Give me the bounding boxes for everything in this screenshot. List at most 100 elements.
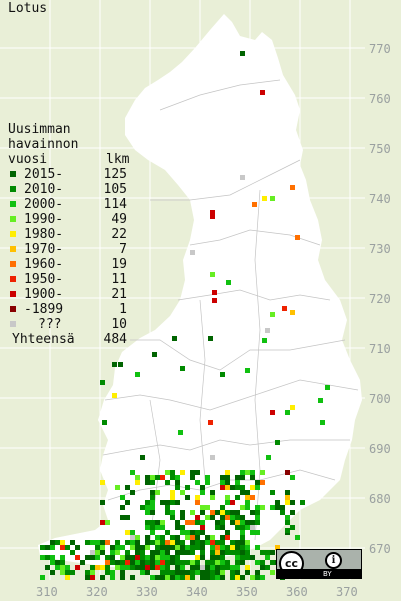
observation-square	[205, 570, 210, 575]
observation-square	[260, 550, 265, 555]
observation-square	[200, 545, 205, 550]
legend-count: 1	[119, 302, 127, 317]
observation-square	[295, 235, 300, 240]
observation-square	[266, 455, 271, 460]
observation-square	[290, 500, 295, 505]
observation-square	[240, 550, 245, 555]
observation-square	[140, 550, 145, 555]
observation-square	[205, 515, 210, 520]
x-tick-label: 330	[136, 585, 158, 599]
observation-square	[90, 575, 95, 580]
observation-square	[155, 540, 160, 545]
observation-square	[155, 535, 160, 540]
observation-square	[70, 540, 75, 545]
observation-square	[140, 455, 145, 460]
y-tick-label: 740	[369, 192, 391, 206]
observation-square	[85, 570, 90, 575]
observation-square	[255, 480, 260, 485]
observation-square	[60, 570, 65, 575]
observation-square	[150, 510, 155, 515]
observation-square	[175, 555, 180, 560]
observation-square	[85, 575, 90, 580]
y-tick-label: 730	[369, 242, 391, 256]
observation-square	[185, 550, 190, 555]
observation-square	[165, 530, 170, 535]
observation-square	[180, 515, 185, 520]
observation-square	[205, 565, 210, 570]
legend-total-label: Yhteensä	[12, 332, 75, 347]
observation-square	[150, 575, 155, 580]
x-tick-label: 370	[336, 585, 358, 599]
observation-square	[180, 560, 185, 565]
observation-square	[195, 570, 200, 575]
legend-swatch	[10, 261, 16, 267]
observation-square	[190, 565, 195, 570]
observation-square	[50, 545, 55, 550]
observation-square	[105, 540, 110, 545]
observation-square	[210, 495, 215, 500]
observation-square	[225, 545, 230, 550]
legend-header-line1: Uusimman	[8, 122, 71, 137]
observation-square	[255, 520, 260, 525]
observation-square	[185, 495, 190, 500]
observation-square	[135, 535, 140, 540]
observation-square	[240, 525, 245, 530]
observation-square	[170, 515, 175, 520]
observation-square	[270, 410, 275, 415]
observation-square	[190, 540, 195, 545]
observation-square	[145, 525, 150, 530]
observation-square	[195, 520, 200, 525]
legend-count: 105	[103, 182, 127, 197]
observation-square	[185, 530, 190, 535]
observation-square	[65, 570, 70, 575]
observation-square	[170, 495, 175, 500]
observation-square	[90, 565, 95, 570]
observation-square	[220, 525, 225, 530]
observation-square	[240, 575, 245, 580]
observation-square	[135, 372, 140, 377]
observation-square	[135, 540, 140, 545]
cc-by-license-badge[interactable]: cc i BY	[276, 549, 362, 579]
observation-square	[160, 475, 165, 480]
observation-square	[230, 550, 235, 555]
observation-square	[255, 505, 260, 510]
observation-square	[150, 480, 155, 485]
observation-square	[65, 575, 70, 580]
observation-square	[220, 555, 225, 560]
observation-square	[230, 515, 235, 520]
observation-square	[205, 560, 210, 565]
observation-square	[140, 570, 145, 575]
legend-row: -1899 1	[8, 302, 127, 317]
observation-square	[250, 495, 255, 500]
observation-square	[320, 420, 325, 425]
observation-square	[190, 520, 195, 525]
observation-square	[100, 550, 105, 555]
observation-square	[102, 420, 107, 425]
observation-square	[105, 560, 110, 565]
observation-square	[260, 560, 265, 565]
observation-square	[240, 540, 245, 545]
legend-count: 125	[103, 167, 127, 182]
legend-swatch	[10, 171, 16, 177]
observation-square	[285, 500, 290, 505]
observation-square	[140, 545, 145, 550]
observation-square	[130, 575, 135, 580]
observation-square	[150, 500, 155, 505]
observation-square	[190, 470, 195, 475]
observation-square	[100, 520, 105, 525]
legend-label: 1950-	[24, 272, 64, 287]
observation-square	[115, 545, 120, 550]
observation-square	[125, 540, 130, 545]
observation-square	[200, 555, 205, 560]
observation-square	[180, 565, 185, 570]
observation-square	[125, 500, 130, 505]
observation-square	[285, 520, 290, 525]
observation-square	[220, 480, 225, 485]
observation-square	[265, 328, 270, 333]
observation-square	[270, 560, 275, 565]
observation-square	[195, 470, 200, 475]
observation-square	[175, 550, 180, 555]
observation-square	[175, 570, 180, 575]
observation-square	[60, 545, 65, 550]
observation-square	[170, 545, 175, 550]
